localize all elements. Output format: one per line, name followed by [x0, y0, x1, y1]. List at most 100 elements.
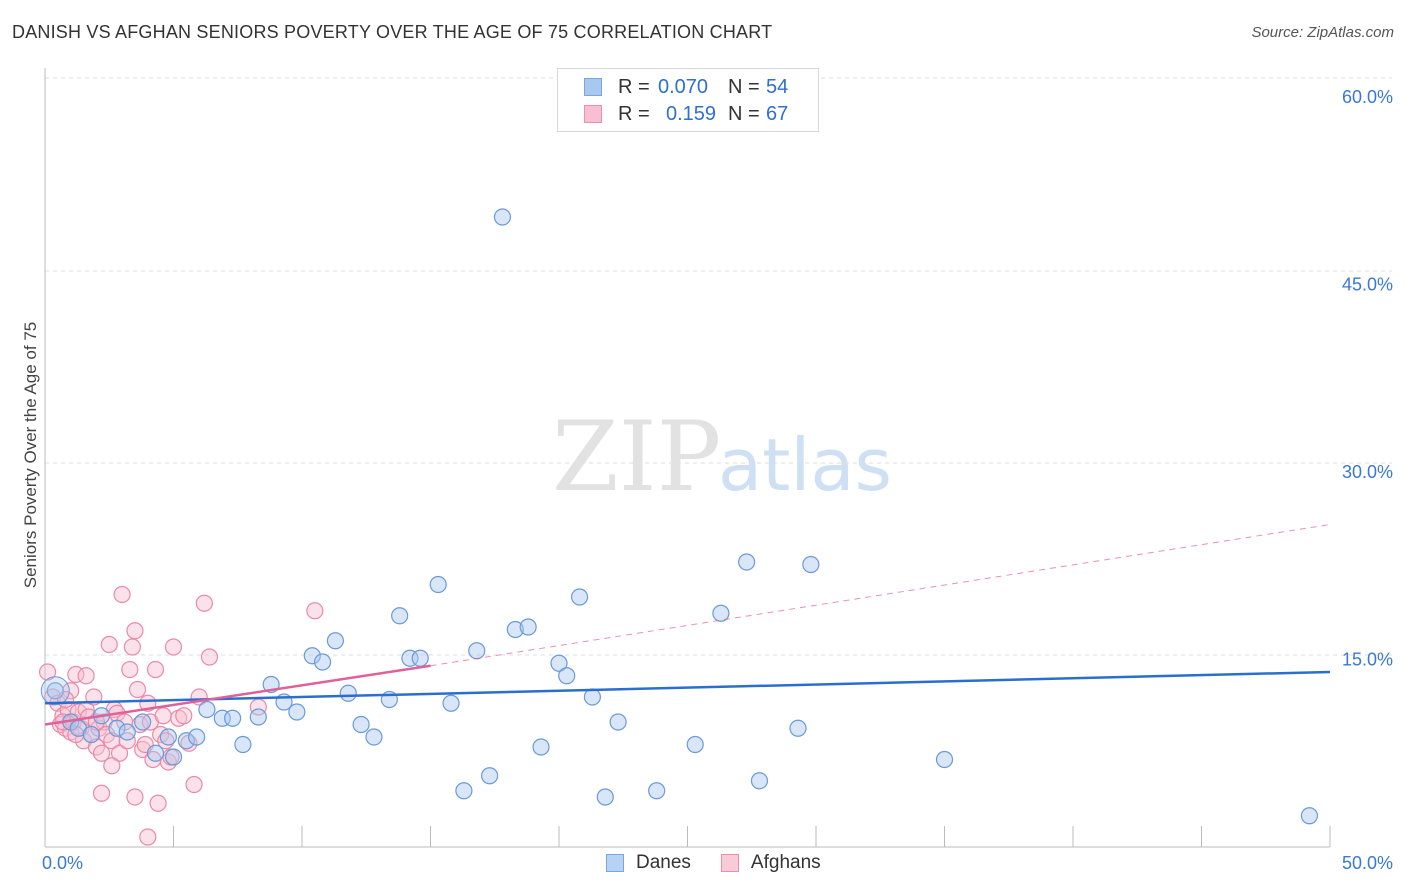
danes-point	[789, 719, 807, 737]
afghans-point	[118, 732, 136, 750]
afghans-point	[92, 744, 111, 762]
x-tick-label: 0.0%	[42, 853, 83, 873]
correlation-legend: R = 0.070 N = 54 R = 0.159 N = 67	[557, 68, 819, 132]
danes-point	[146, 744, 165, 762]
danes-legend-label: Danes	[636, 852, 691, 873]
danes-point	[249, 708, 267, 726]
points-layer	[38, 208, 1319, 846]
danes-point-large	[40, 676, 70, 706]
afghans-point	[113, 585, 131, 604]
danes-trendline	[44, 670, 1331, 705]
danes-point	[365, 728, 383, 746]
watermark-zip: ZIP	[552, 401, 721, 513]
danes-point	[82, 725, 100, 744]
legend-item-afghans[interactable]: Afghans	[720, 852, 821, 874]
axes-layer: 15.0% 30.0% 45.0% 60.0% 0.0% 50.0%	[42, 68, 1393, 873]
afghans-point	[38, 663, 57, 681]
y-tick-label: 60.0%	[1342, 87, 1393, 107]
danes-point	[506, 620, 524, 639]
danes-point	[570, 588, 589, 606]
r-value: 0.070	[658, 75, 709, 98]
danes-point	[1300, 807, 1319, 825]
afghans-point	[100, 635, 118, 654]
afghans-point	[92, 784, 111, 802]
legend-row-afghans: R = 0.159 N = 67	[584, 102, 788, 126]
danes-point	[134, 713, 152, 731]
danes-point	[550, 654, 568, 672]
danes-legend-swatch	[606, 854, 624, 872]
n-label: N =	[728, 75, 760, 98]
danes-point	[411, 649, 429, 667]
danes-point	[326, 632, 345, 650]
danes-point	[481, 767, 499, 785]
danes-point	[224, 709, 242, 727]
danes-point	[352, 715, 370, 734]
r-value: 0.159	[666, 102, 717, 125]
r-label: R =	[618, 102, 650, 125]
afghans-point	[164, 638, 183, 656]
danes-point	[159, 728, 177, 746]
afghans-point	[134, 740, 152, 759]
danes-point	[468, 642, 486, 660]
danes-point	[583, 688, 602, 706]
afghans-point	[131, 715, 149, 734]
danes-point	[802, 555, 820, 574]
danes-point	[177, 732, 195, 750]
danes-point	[339, 684, 357, 702]
danes-point	[712, 604, 730, 622]
afghans-point	[123, 638, 141, 656]
danes-point	[391, 607, 409, 625]
afghans-point	[77, 667, 95, 685]
danes-point	[164, 748, 183, 766]
r-label: R =	[618, 75, 650, 98]
watermark-atlas: atlas	[718, 423, 892, 507]
afghans-point	[200, 648, 219, 666]
afghans-point	[128, 680, 147, 699]
afghans-point	[103, 757, 121, 775]
danes-point	[532, 738, 550, 756]
danes-point	[234, 735, 252, 754]
danes-point	[455, 782, 473, 800]
danes-point	[686, 735, 704, 754]
danes-point	[313, 653, 332, 671]
afghans-point	[110, 744, 129, 762]
danes-point	[46, 682, 64, 700]
y-tick-label: 45.0%	[1342, 275, 1393, 295]
watermark: ZIP atlas	[552, 401, 892, 513]
legend-item-danes[interactable]: Danes	[606, 852, 691, 874]
source-label: Source: ZipAtlas.com	[1251, 24, 1394, 41]
y-axis-label: Seniors Poverty Over the Age of 75	[21, 322, 40, 588]
afghans-point	[154, 707, 172, 725]
danes-point	[609, 713, 627, 731]
afghans-legend-label: Afghans	[750, 852, 821, 873]
danes-point	[558, 667, 576, 685]
n-value: 54	[766, 75, 789, 98]
danes-point	[935, 750, 954, 769]
afghans-point	[159, 753, 177, 771]
afghans-point	[306, 602, 324, 620]
chart-title: DANISH VS AFGHAN SENIORS POVERTY OVER TH…	[12, 22, 773, 42]
series-legend: Danes Afghans	[606, 852, 851, 874]
x-tick-label: 50.0%	[1342, 853, 1393, 873]
danes-point	[442, 694, 460, 712]
afghans-point	[146, 660, 165, 679]
danes-swatch	[584, 78, 602, 96]
afghans-point	[149, 794, 167, 812]
y-tick-label: 30.0%	[1342, 462, 1393, 482]
afghans-point	[185, 775, 203, 794]
grid-layer	[45, 77, 1392, 656]
n-value: 67	[766, 102, 789, 125]
y-tick-label: 15.0%	[1342, 650, 1393, 670]
danes-point	[750, 772, 769, 790]
afghans-point	[195, 594, 213, 612]
afghans-point	[121, 660, 139, 679]
danes-point	[108, 719, 126, 737]
danes-point	[493, 208, 512, 226]
danes-point	[188, 728, 206, 746]
afghans-trendline	[44, 664, 431, 726]
danes-point	[198, 700, 216, 719]
danes-point	[519, 618, 537, 636]
trend-layer	[44, 524, 1331, 726]
legend-row-danes: R = 0.070 N = 54	[584, 75, 788, 99]
